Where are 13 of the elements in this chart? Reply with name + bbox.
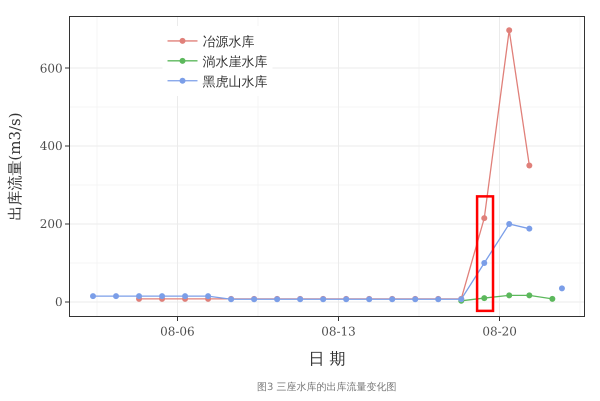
x-tick-label: 08-20 [482,324,517,338]
y-tick-label: 600 [40,61,63,76]
legend-label: 冶源水库 [202,34,255,50]
x-axis-title: 日 期 [308,349,346,368]
y-tick-label: 400 [40,139,63,154]
caption: 图3 三座水库的出库流量变化图 [257,381,397,393]
x-tick-label: 08-13 [321,324,356,338]
y-axis-title: 出库流量(m3/s) [6,112,24,221]
x-tick-label: 08-06 [160,324,195,338]
y-tick-label: 0 [54,295,63,310]
legend-label: 淌水崖水库 [202,54,268,70]
legend-label: 黑虎山水库 [202,74,268,90]
y-tick-label: 200 [40,217,63,232]
